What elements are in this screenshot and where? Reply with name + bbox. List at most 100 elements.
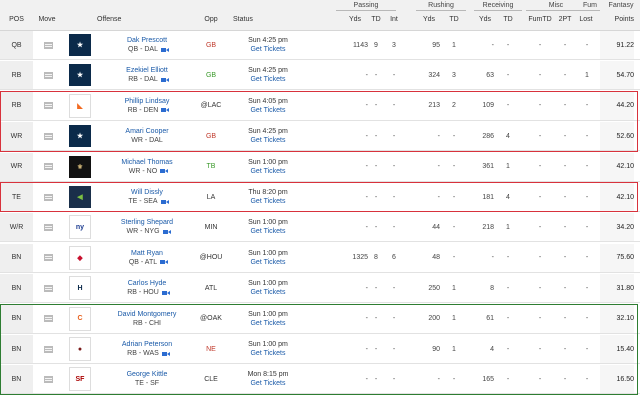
- column-header-lost[interactable]: Lost: [579, 16, 593, 23]
- get-tickets-link[interactable]: Get Tickets: [250, 137, 286, 145]
- player-team-label: RB - WAS: [127, 350, 159, 357]
- column-header-rush-yds[interactable]: Yds: [422, 16, 436, 23]
- column-header-opp[interactable]: Opp: [204, 16, 218, 23]
- player-name-link[interactable]: Phillip Lindsay: [124, 97, 170, 105]
- move-button[interactable]: [41, 92, 55, 120]
- player-name-link[interactable]: Ezekiel Elliott: [126, 67, 168, 75]
- video-camera-icon[interactable]: [160, 199, 169, 204]
- roster-row[interactable]: BN C David Montgomery RB - CHI @OAK Sun 1:00 …: [0, 304, 640, 334]
- column-header-status[interactable]: Status: [233, 16, 253, 23]
- get-tickets-link[interactable]: Get Tickets: [250, 106, 286, 114]
- column-header-offense[interactable]: Offense: [97, 16, 122, 23]
- player-name-link[interactable]: Michael Thomas: [121, 158, 173, 166]
- column-header-pass-int[interactable]: Int: [390, 16, 398, 23]
- get-tickets-link[interactable]: Get Tickets: [250, 46, 286, 53]
- move-handle-icon: [43, 102, 53, 110]
- column-header-rec-td[interactable]: TD: [503, 16, 513, 23]
- stat-pass-int: -: [392, 223, 396, 231]
- stat-fumtd: -: [538, 254, 542, 262]
- game-time: Sun 1:00 pm: [248, 219, 288, 227]
- video-camera-icon[interactable]: [162, 229, 171, 234]
- roster-row[interactable]: TE ◀ Will Dissly TE - SEA LA Thu 8:20 pm Get T…: [0, 183, 640, 212]
- roster-row[interactable]: BN ● Adrian Peterson RB - WAS NE Sun 1:00 pm G…: [0, 335, 640, 364]
- video-camera-icon[interactable]: [161, 108, 170, 113]
- roster-row[interactable]: QB ★ Dak Prescott QB - DAL GB Sun 4:25 pm Get …: [0, 31, 640, 60]
- roster-row[interactable]: BN H Carlos Hyde RB - HOU ATL Sun 1:00 pm Get …: [0, 274, 640, 304]
- roster-row[interactable]: WR ⚜ Michael Thomas WR - NO TB Sun 1:00 pm Get…: [0, 152, 640, 182]
- stat-twopt: -: [563, 375, 567, 383]
- position-slot: BN: [0, 304, 33, 333]
- video-camera-icon[interactable]: [161, 351, 170, 356]
- column-header-pos[interactable]: POS: [9, 16, 24, 23]
- stat-rec-yds: 109: [482, 102, 494, 110]
- column-header-rush-td[interactable]: TD: [449, 16, 459, 23]
- column-header-pass-td[interactable]: TD: [371, 16, 381, 23]
- player-name-link[interactable]: Dak Prescott: [126, 37, 168, 44]
- video-camera-icon[interactable]: [160, 169, 169, 174]
- player-name-link[interactable]: Carlos Hyde: [127, 280, 167, 288]
- move-button[interactable]: [41, 305, 55, 333]
- player-name-link[interactable]: David Montgomery: [117, 310, 177, 318]
- game-status: Sun 4:25 pm Get Tickets: [238, 122, 298, 150]
- video-camera-icon[interactable]: [160, 77, 169, 82]
- get-tickets-link[interactable]: Get Tickets: [250, 198, 286, 205]
- column-header-move: Move: [38, 16, 56, 23]
- player-name-link[interactable]: Adrian Peterson: [121, 341, 173, 348]
- move-button[interactable]: [41, 183, 55, 211]
- stat-rec-td: 1: [506, 163, 510, 171]
- player-name-link[interactable]: George Kittle: [126, 371, 168, 379]
- stat-rush-td: -: [452, 193, 456, 201]
- get-tickets-link[interactable]: Get Tickets: [250, 350, 286, 357]
- roster-row[interactable]: WR ★ Amari Cooper WR - DAL GB Sun 4:25 pm Get …: [0, 122, 640, 152]
- get-tickets-link[interactable]: Get Tickets: [250, 289, 286, 297]
- get-tickets-link[interactable]: Get Tickets: [250, 76, 286, 84]
- get-tickets-link[interactable]: Get Tickets: [250, 228, 286, 236]
- stat-pass-int: 3: [392, 41, 396, 49]
- roster-row[interactable]: BN SF George Kittle TE - SF CLE Mon 8:15 pm Ge…: [0, 365, 640, 395]
- player-name-link[interactable]: Sterling Shepard: [120, 219, 174, 227]
- get-tickets-link[interactable]: Get Tickets: [250, 167, 286, 175]
- move-button[interactable]: [41, 213, 55, 241]
- position-slot: BN: [0, 365, 33, 394]
- column-header-twopt[interactable]: 2PT: [558, 16, 572, 23]
- position-slot: BN: [0, 335, 33, 363]
- move-button[interactable]: [41, 122, 55, 150]
- move-button[interactable]: [41, 365, 55, 393]
- stat-twopt: -: [563, 102, 567, 110]
- move-button[interactable]: [41, 244, 55, 272]
- roster-row[interactable]: RB ◣ Phillip Lindsay RB - DEN @LAC Sun 4:05 p…: [0, 91, 640, 121]
- move-button[interactable]: [41, 335, 55, 363]
- stat-pass-td: 8: [374, 254, 378, 262]
- column-header-fumtd[interactable]: FumTD: [528, 16, 552, 23]
- column-header-points[interactable]: Points: [614, 16, 634, 23]
- stat-rec-yds: -: [491, 254, 494, 262]
- column-header-pass-yds[interactable]: Yds: [348, 16, 362, 23]
- video-camera-icon[interactable]: [161, 290, 170, 295]
- falcons-logo-icon: ◆: [69, 245, 91, 270]
- player-name-link[interactable]: Will Dissly: [131, 189, 163, 196]
- player-name-link[interactable]: Amari Cooper: [125, 128, 169, 136]
- game-status: Sun 1:00 pm Get Tickets: [238, 153, 298, 181]
- group-underline: [580, 10, 600, 11]
- roster-row[interactable]: RB ★ Ezekiel Elliott RB - DAL GB Sun 4:25 pm G…: [0, 61, 640, 91]
- move-button[interactable]: [41, 274, 55, 302]
- roster-row[interactable]: BN ◆ Matt Ryan QB - ATL @HOU Sun 1:00 pm Get T…: [0, 243, 640, 273]
- stat-fumtd: -: [538, 223, 542, 231]
- player-team-label: QB - DAL: [128, 46, 158, 53]
- move-button[interactable]: [41, 31, 55, 59]
- video-camera-icon[interactable]: [160, 260, 169, 265]
- get-tickets-link[interactable]: Get Tickets: [250, 258, 286, 266]
- player-name-link[interactable]: Matt Ryan: [131, 249, 163, 257]
- broncos-logo-icon: ◣: [69, 93, 91, 118]
- video-camera-icon[interactable]: [160, 47, 169, 52]
- get-tickets-link[interactable]: Get Tickets: [250, 319, 286, 327]
- team-logo: ●: [69, 335, 91, 363]
- texans-logo-icon: H: [69, 276, 91, 301]
- stat-pass-yds: 1143: [352, 41, 368, 49]
- move-button[interactable]: [41, 153, 55, 181]
- move-button[interactable]: [41, 61, 55, 89]
- stat-lost: -: [585, 132, 589, 140]
- roster-row[interactable]: W/R ny Sterling Shepard WR - NYG MIN Sun 1:00…: [0, 213, 640, 243]
- get-tickets-link[interactable]: Get Tickets: [250, 380, 286, 388]
- column-header-rec-yds[interactable]: Yds: [478, 16, 492, 23]
